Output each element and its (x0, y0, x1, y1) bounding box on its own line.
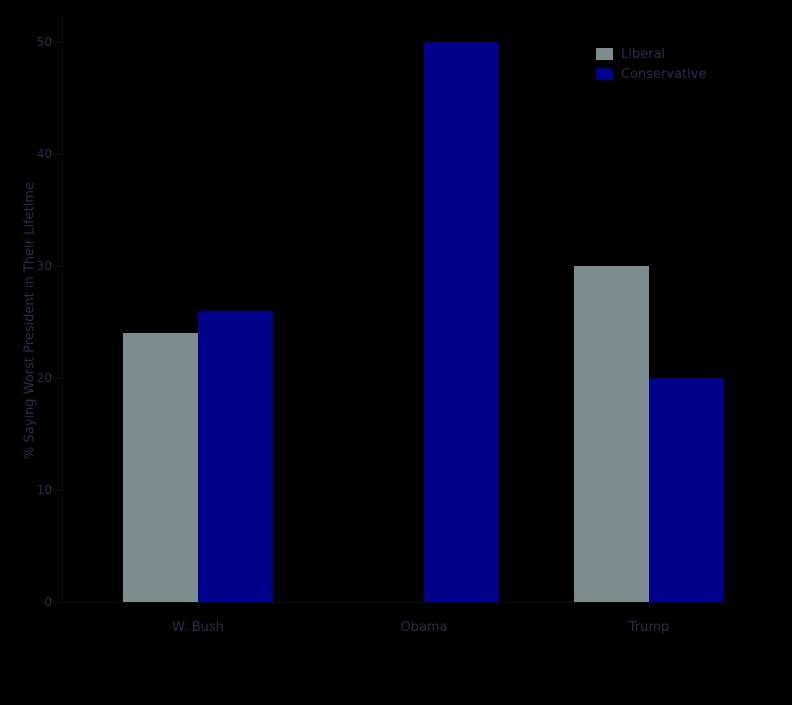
y-axis-title: % Saying Worst President in Their Lifeti… (22, 182, 38, 459)
x-tick-label: Trump (628, 620, 670, 635)
y-tick-mark (55, 601, 62, 603)
x-tick-label: W. Bush (172, 620, 224, 635)
legend: Liberal Conservative (596, 44, 706, 84)
x-tick-mark (423, 602, 425, 608)
y-tick-label: 30 (36, 259, 52, 273)
bar-conservative-w-bush (198, 310, 273, 602)
legend-swatch (596, 48, 613, 60)
legend-item-conservative: Conservative (596, 64, 706, 84)
y-tick-label: 50 (36, 35, 52, 49)
y-tick-label: 40 (36, 147, 52, 161)
x-tick-mark (648, 602, 650, 608)
bar-conservative-obama (424, 42, 499, 602)
y-tick-label: 0 (44, 595, 52, 609)
y-tick-mark (55, 377, 62, 379)
y-tick-label: 20 (36, 371, 52, 385)
y-axis-line (62, 15, 63, 603)
legend-label: Liberal (621, 46, 666, 62)
legend-label: Conservative (621, 66, 707, 82)
x-tick-mark (197, 602, 199, 608)
bar-liberal-w-bush (123, 333, 198, 602)
y-tick-mark (55, 153, 62, 155)
y-tick-label: 10 (36, 483, 52, 497)
y-tick-mark (55, 489, 62, 491)
legend-swatch (596, 68, 613, 80)
bar-liberal-trump (574, 266, 649, 602)
y-tick-mark (55, 41, 62, 43)
x-tick-label: Obama (400, 620, 448, 635)
legend-item-liberal: Liberal (596, 44, 706, 64)
x-axis-line (62, 602, 730, 603)
y-tick-mark (55, 265, 62, 267)
bar-conservative-trump (649, 378, 724, 602)
